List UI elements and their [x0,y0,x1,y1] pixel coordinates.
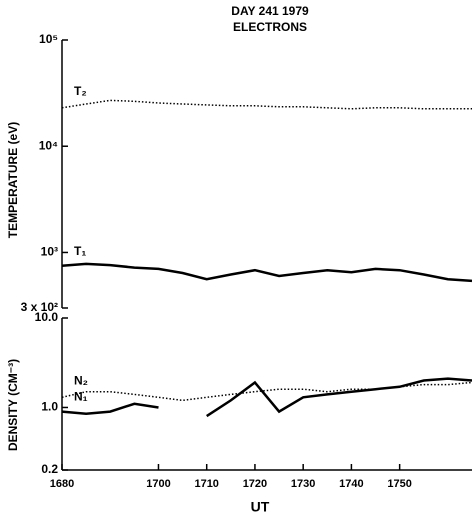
y-tick-label: 10⁵ [39,32,58,46]
y-axis-label: DENSITY (CM⁻³) [6,359,20,451]
series-label: N₂ [74,373,88,387]
series-line [61,377,472,418]
series-line [61,262,472,283]
series-line [61,99,472,110]
y-tick-label: 10.0 [35,310,59,324]
x-axis-label: UT [251,499,270,515]
x-tick-label: 1750 [387,478,411,490]
y-tick-label: 0.2 [41,462,58,476]
y-tick-label: 3 x 10² [21,300,58,314]
y-tick-label: 10³ [41,245,58,259]
series-label: N₁ [74,390,88,404]
x-tick-label: 1720 [243,478,267,490]
chart-title: DAY 241 1979 [231,4,309,18]
series-label: T₁ [74,244,86,258]
x-tick-label: 1740 [339,478,363,490]
y-axis-label: TEMPERATURE (eV) [6,122,20,238]
series-label: T₂ [74,84,87,98]
y-tick-label: 1.0 [41,400,58,414]
x-tick-label: 1730 [291,478,315,490]
x-tick-label: 1680 [50,478,74,490]
x-tick-label: 1710 [194,478,218,490]
x-tick-label: 1700 [146,478,170,490]
chart-subtitle: ELECTRONS [233,20,307,34]
y-tick-label: 10⁴ [39,138,58,152]
